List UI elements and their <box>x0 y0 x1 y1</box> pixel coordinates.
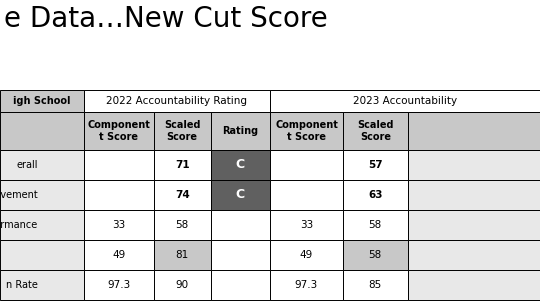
Bar <box>0 150 84 180</box>
Bar <box>270 210 343 240</box>
Text: erall: erall <box>16 160 38 170</box>
Text: 2022 Accountability Rating: 2022 Accountability Rating <box>106 96 247 106</box>
Text: 90: 90 <box>176 280 189 290</box>
Bar <box>0 90 84 112</box>
Text: igh School: igh School <box>13 96 71 106</box>
Bar <box>343 112 408 150</box>
Bar <box>270 150 343 180</box>
Text: Rating: Rating <box>222 126 258 136</box>
Bar <box>154 210 211 240</box>
Bar <box>343 240 408 270</box>
Bar <box>0 270 84 300</box>
Bar <box>343 180 408 210</box>
Bar <box>84 180 154 210</box>
Text: 97.3: 97.3 <box>107 280 131 290</box>
Text: e Data…New Cut Score: e Data…New Cut Score <box>4 5 328 33</box>
Text: n Rate: n Rate <box>6 280 38 290</box>
Bar <box>343 270 408 300</box>
Bar <box>0 210 84 240</box>
Text: chievement: chievement <box>0 190 38 200</box>
Bar <box>408 150 540 180</box>
Bar <box>154 150 211 180</box>
Bar <box>154 240 211 270</box>
Bar <box>84 270 154 300</box>
Text: 74: 74 <box>175 190 190 200</box>
Text: Scaled
Score: Scaled Score <box>164 120 200 142</box>
Bar <box>154 180 211 210</box>
Text: C: C <box>236 188 245 202</box>
Bar <box>211 270 270 300</box>
Text: C: C <box>236 158 245 171</box>
Bar <box>270 240 343 270</box>
Text: 33: 33 <box>300 220 313 230</box>
Bar <box>211 150 270 180</box>
Bar <box>343 150 408 180</box>
Text: 63: 63 <box>368 190 382 200</box>
Bar <box>84 240 154 270</box>
Bar <box>84 112 154 150</box>
Bar <box>154 270 211 300</box>
Bar <box>84 210 154 240</box>
Text: rformance: rformance <box>0 220 38 230</box>
Bar <box>211 240 270 270</box>
Bar <box>154 112 211 150</box>
Bar <box>270 90 540 112</box>
Bar <box>270 270 343 300</box>
Text: 57: 57 <box>368 160 383 170</box>
Bar <box>270 112 343 150</box>
Bar <box>211 112 270 150</box>
Text: 97.3: 97.3 <box>295 280 318 290</box>
Bar <box>84 150 154 180</box>
Bar <box>408 210 540 240</box>
Bar <box>84 90 270 112</box>
Bar <box>0 112 84 150</box>
Text: Scaled
Score: Scaled Score <box>357 120 394 142</box>
Text: 2023 Accountability: 2023 Accountability <box>353 96 457 106</box>
Bar <box>0 180 84 210</box>
Text: 58: 58 <box>369 250 382 260</box>
Bar <box>408 180 540 210</box>
Text: 58: 58 <box>176 220 189 230</box>
Text: Component
t Score: Component t Score <box>275 120 338 142</box>
Bar <box>408 112 540 150</box>
Text: Component
t Score: Component t Score <box>87 120 150 142</box>
Text: 49: 49 <box>112 250 125 260</box>
Text: 81: 81 <box>176 250 189 260</box>
Text: 58: 58 <box>369 220 382 230</box>
Bar <box>0 240 84 270</box>
Text: 85: 85 <box>369 280 382 290</box>
Bar <box>211 180 270 210</box>
Bar <box>270 180 343 210</box>
Bar <box>343 210 408 240</box>
Text: 33: 33 <box>112 220 125 230</box>
Bar <box>408 270 540 300</box>
Text: 49: 49 <box>300 250 313 260</box>
Text: 71: 71 <box>175 160 190 170</box>
Bar <box>211 210 270 240</box>
Bar <box>408 240 540 270</box>
